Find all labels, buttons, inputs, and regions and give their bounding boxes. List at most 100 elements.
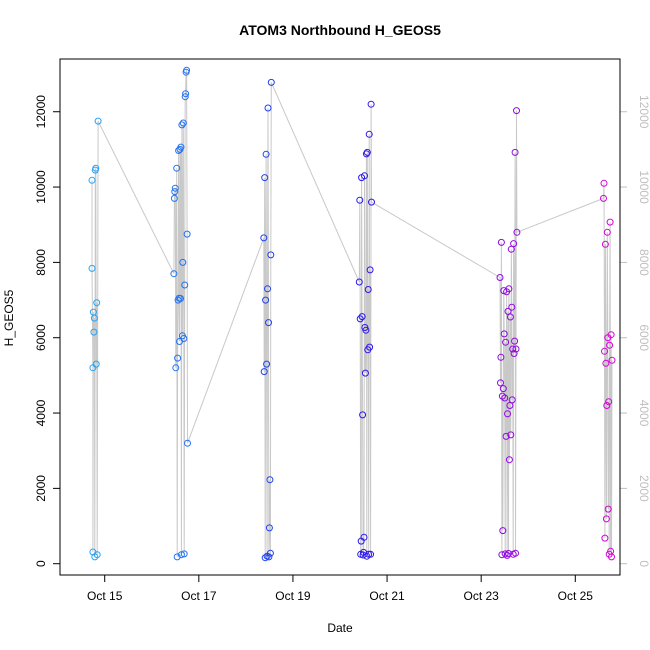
- data-point: [183, 66, 191, 74]
- data-point: [264, 104, 272, 112]
- right-axis-tick-label: 4000: [637, 400, 650, 427]
- x-tick-label: Oct 15: [87, 589, 123, 603]
- data-point: [602, 515, 610, 523]
- data-point: [502, 338, 510, 346]
- chart-title: ATOM3 Northbound H_GEOS5: [239, 22, 441, 38]
- data-point: [356, 196, 364, 204]
- right-axis-tick-label: 2000: [637, 475, 650, 502]
- data-point: [604, 505, 612, 513]
- data-point: [267, 251, 275, 259]
- data-point: [182, 90, 190, 98]
- data-point: [266, 476, 274, 484]
- y-tick-label: 6000: [34, 324, 48, 351]
- data-point: [92, 164, 100, 172]
- data-point: [170, 270, 178, 278]
- x-tick-label: Oct 23: [463, 589, 499, 603]
- data-point: [180, 335, 188, 342]
- data-point: [173, 164, 181, 172]
- data-point: [367, 100, 375, 108]
- data-point: [366, 343, 374, 351]
- data-point: [608, 553, 615, 561]
- data-point: [174, 354, 182, 362]
- y-tick-label: 12000: [34, 95, 48, 129]
- data-point: [263, 360, 271, 368]
- data-point: [606, 341, 614, 349]
- data-point: [91, 553, 99, 561]
- data-point: [93, 299, 101, 307]
- data-point: [360, 533, 368, 541]
- data-point: [356, 315, 364, 323]
- y-tick-label: 10000: [34, 170, 48, 204]
- data-point: [173, 553, 181, 561]
- data-point: [179, 119, 187, 127]
- data-point: [600, 179, 608, 187]
- data-point: [504, 410, 511, 418]
- data-point: [497, 238, 505, 246]
- data-point: [507, 431, 515, 439]
- data-point: [264, 285, 271, 293]
- data-point: [88, 264, 96, 272]
- data-point: [496, 274, 504, 281]
- x-tick-label: Oct 21: [369, 589, 405, 603]
- data-point: [177, 143, 185, 151]
- data-point: [358, 313, 366, 321]
- data-point: [179, 258, 187, 266]
- data-point: [512, 549, 519, 557]
- data-point: [502, 432, 510, 440]
- data-point: [171, 184, 179, 192]
- data-point: [504, 307, 512, 315]
- data-point: [600, 194, 607, 202]
- data-point: [605, 398, 613, 406]
- data-point: [501, 394, 509, 402]
- data-point: [365, 130, 373, 138]
- data-point: [508, 303, 516, 311]
- data-point: [498, 392, 506, 400]
- data-point: [497, 379, 504, 387]
- x-tick-label: Oct 19: [275, 589, 311, 603]
- right-axis-tick-label: 10000: [637, 170, 650, 204]
- x-tick-label: Oct 17: [181, 589, 217, 603]
- data-point: [262, 296, 270, 304]
- data-point: [93, 551, 101, 559]
- data-point: [362, 150, 370, 158]
- data-point: [608, 356, 616, 364]
- data-point: [500, 330, 508, 338]
- data-point: [262, 150, 270, 158]
- data-point: [511, 337, 519, 345]
- plot-frame: [59, 58, 621, 576]
- data-point: [172, 364, 180, 372]
- x-axis-label: Date: [327, 621, 353, 635]
- data-point: [178, 121, 186, 129]
- data-point: [601, 240, 609, 248]
- data-point: [171, 188, 179, 196]
- data-point: [181, 93, 189, 101]
- data-point: [265, 524, 273, 532]
- right-axis-tick-label: 6000: [637, 324, 650, 351]
- data-point: [177, 551, 185, 559]
- data-point: [506, 313, 514, 321]
- data-point: [601, 347, 608, 355]
- x-tick-label: Oct 25: [558, 589, 594, 603]
- data-point: [260, 234, 268, 242]
- data-point: [606, 218, 614, 226]
- data-point: [499, 527, 507, 535]
- data-point: [505, 456, 513, 464]
- data-point: [364, 286, 372, 293]
- data-point: [266, 549, 274, 557]
- data-point: [367, 550, 375, 558]
- data-point: [510, 350, 518, 357]
- data-point: [607, 331, 615, 339]
- data-point: [512, 345, 520, 353]
- data-point: [267, 78, 275, 86]
- data-point: [513, 107, 520, 115]
- y-tick-label: 0: [34, 560, 48, 567]
- data-points: [88, 66, 616, 562]
- y-tick-label: 8000: [34, 249, 48, 276]
- data-point: [365, 550, 373, 558]
- right-axis-tick-label: 8000: [637, 249, 650, 276]
- data-point: [177, 295, 184, 302]
- data-point: [355, 278, 363, 286]
- data-point: [498, 551, 506, 559]
